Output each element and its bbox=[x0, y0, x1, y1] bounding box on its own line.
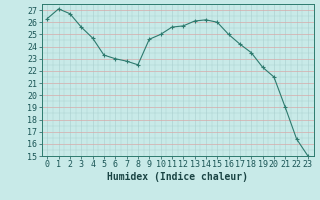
X-axis label: Humidex (Indice chaleur): Humidex (Indice chaleur) bbox=[107, 172, 248, 182]
